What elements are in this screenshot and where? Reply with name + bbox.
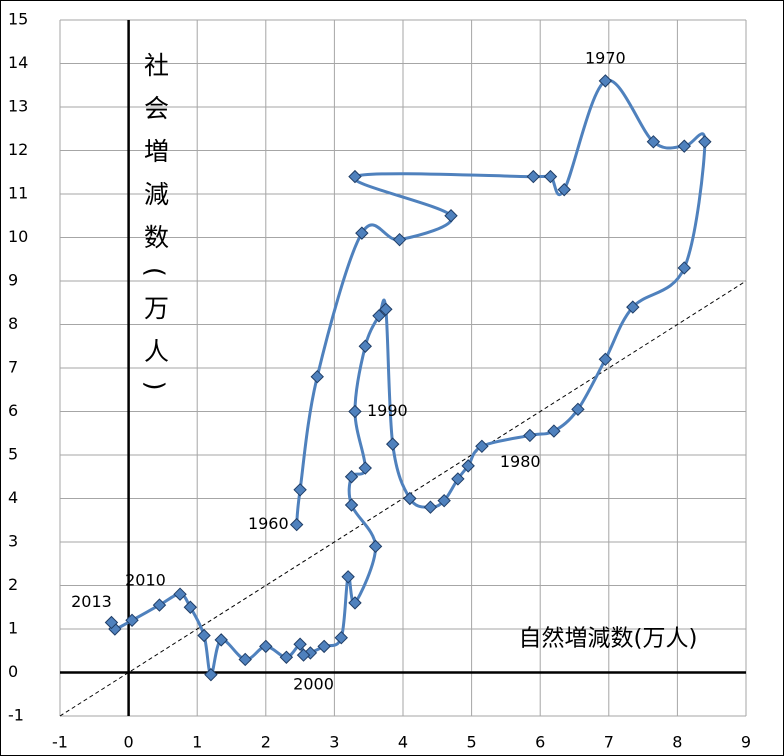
data-point xyxy=(173,587,187,601)
x-tick-label: 4 xyxy=(398,733,408,752)
data-point xyxy=(279,650,294,664)
data-point xyxy=(698,135,712,149)
data-point xyxy=(238,652,252,667)
y-tick-label: 3 xyxy=(8,532,18,551)
y-axis-title: 社会増減数(万人) xyxy=(141,52,170,409)
y-tick-label: 7 xyxy=(8,358,18,377)
data-point xyxy=(461,459,475,473)
point-label: 2013 xyxy=(71,592,112,611)
data-point xyxy=(355,226,369,240)
x-tick-label: 3 xyxy=(329,733,339,752)
y-tick-label: 2 xyxy=(8,575,18,594)
y-tick-label: 10 xyxy=(8,227,28,246)
data-point xyxy=(289,517,304,532)
data-point xyxy=(372,309,386,323)
reference-line xyxy=(59,280,747,717)
data-point xyxy=(571,402,585,417)
data-point xyxy=(204,667,218,682)
y-tick-label: 5 xyxy=(8,445,18,464)
y-tick-label: 11 xyxy=(8,184,28,203)
data-point xyxy=(543,169,558,184)
data-point xyxy=(526,169,541,184)
data-point xyxy=(368,539,383,554)
data-point xyxy=(259,639,273,654)
data-point xyxy=(626,300,640,314)
y-tick-label: 12 xyxy=(8,140,28,159)
data-point xyxy=(379,302,393,316)
point-label: 1990 xyxy=(367,401,408,420)
x-tick-label: 1 xyxy=(192,733,202,752)
x-tick-label: 9 xyxy=(741,733,751,752)
data-point xyxy=(523,428,537,443)
data-point xyxy=(348,404,362,419)
data-point xyxy=(547,424,561,438)
data-point xyxy=(677,261,691,275)
data-point xyxy=(344,498,359,512)
point-label: 2000 xyxy=(293,675,334,694)
data-point xyxy=(423,500,438,514)
point-label: 1980 xyxy=(500,452,541,471)
data-point xyxy=(444,209,458,223)
data-point xyxy=(296,648,311,662)
data-point xyxy=(348,169,362,184)
data-point xyxy=(341,570,355,584)
data-point xyxy=(348,596,362,610)
data-point xyxy=(403,491,417,506)
data-point xyxy=(598,352,613,367)
data-point xyxy=(197,628,211,643)
data-point xyxy=(293,637,307,651)
point-label: 1970 xyxy=(585,48,626,67)
x-tick-label: 0 xyxy=(124,733,134,752)
point-label: 2010 xyxy=(125,571,166,590)
y-tick-label: 0 xyxy=(8,662,18,681)
y-tick-label: 8 xyxy=(8,314,18,333)
data-point xyxy=(677,139,691,153)
data-point xyxy=(646,135,661,149)
x-axis-title: 自然増減数(万人) xyxy=(519,626,698,652)
data-point xyxy=(125,613,139,628)
x-tick-label: -1 xyxy=(52,733,68,752)
point-label: 1960 xyxy=(248,514,289,533)
x-tick-label: 6 xyxy=(535,733,545,752)
x-tick-label: 2 xyxy=(261,733,271,752)
data-point xyxy=(557,182,571,197)
data-point xyxy=(214,633,228,647)
data-point xyxy=(104,615,119,630)
data-point xyxy=(437,493,451,508)
y-tick-label: 9 xyxy=(8,271,18,290)
data-point xyxy=(358,461,372,475)
y-tick-label: 15 xyxy=(8,10,28,29)
data-point xyxy=(358,339,372,353)
y-tick-label: 6 xyxy=(8,401,18,420)
data-point xyxy=(183,600,198,614)
data-point xyxy=(334,630,348,645)
y-tick-label: 14 xyxy=(8,53,28,72)
data-point xyxy=(598,74,613,88)
y-tick-label: 13 xyxy=(8,97,28,116)
y-tick-label: -1 xyxy=(8,706,24,725)
data-point xyxy=(451,472,465,486)
x-tick-label: 7 xyxy=(604,733,614,752)
y-tick-label: 1 xyxy=(8,619,18,638)
data-point xyxy=(152,598,167,612)
y-tick-label: 4 xyxy=(8,488,18,507)
data-point xyxy=(344,470,359,484)
data-point xyxy=(317,639,331,654)
data-point xyxy=(386,437,400,451)
data-point xyxy=(475,439,489,454)
data-point xyxy=(310,369,324,384)
data-point xyxy=(293,483,307,497)
x-tick-label: 8 xyxy=(672,733,682,752)
data-point xyxy=(392,232,407,247)
x-tick-label: 5 xyxy=(467,733,477,752)
